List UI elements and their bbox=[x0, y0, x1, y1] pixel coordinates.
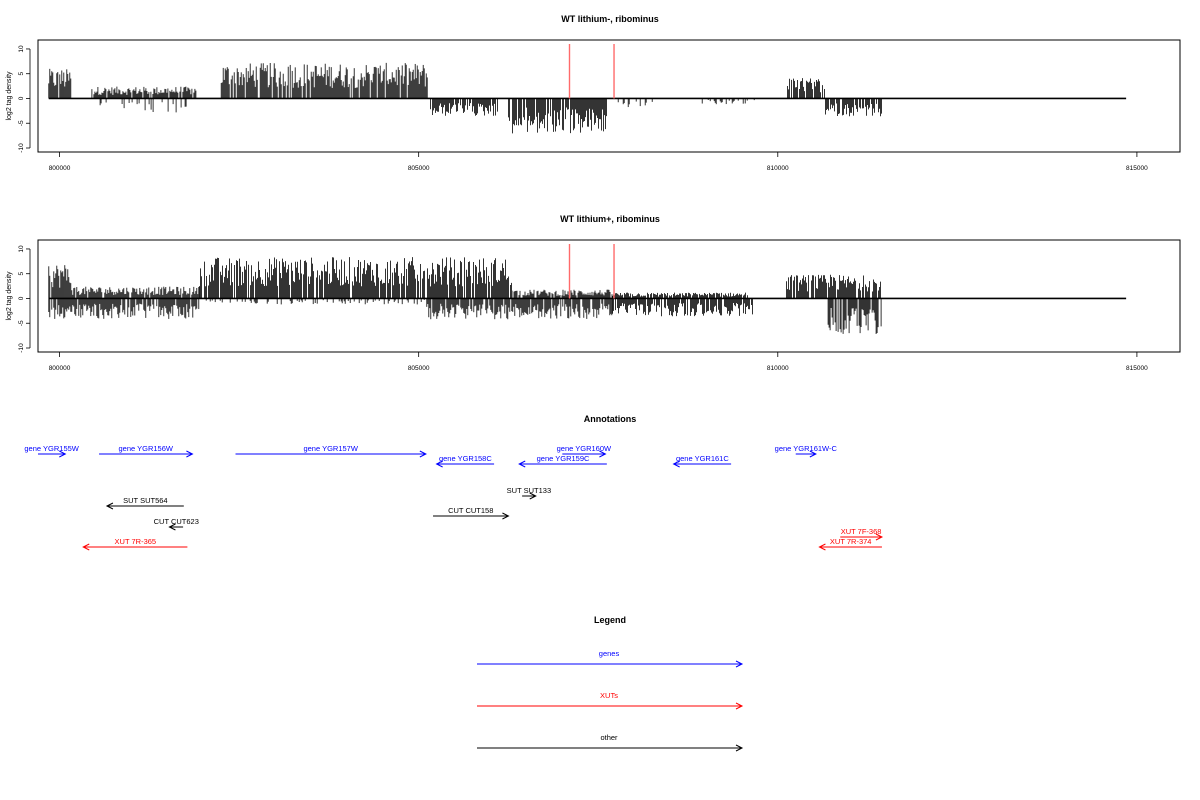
x-tick-label: 810000 bbox=[767, 365, 789, 372]
y-tick-label: 10 bbox=[18, 45, 25, 53]
y-axis: -10 -5 0 5 10 bbox=[18, 245, 31, 353]
track-panel-lithium-plus: WT lithium+, ribominus log2 tag density … bbox=[6, 214, 1181, 372]
annotation-arrow: gene YGR158C bbox=[435, 454, 495, 468]
annotation-label: XUT 7R-374 bbox=[830, 537, 872, 546]
annotation-label: XUT 7R-365 bbox=[115, 537, 157, 546]
annotation-label: XUT 7F-368 bbox=[841, 527, 882, 536]
x-tick-label: 800000 bbox=[49, 165, 71, 172]
minus-strand-region bbox=[426, 298, 613, 320]
y-axis-label: log2 tag density bbox=[6, 271, 13, 321]
plus-strand-region bbox=[612, 292, 748, 299]
plot-frame bbox=[37, 39, 1181, 153]
minus-strand-region bbox=[99, 98, 187, 113]
annotation-arrow: XUT 7R-374 bbox=[818, 537, 882, 551]
annotation-label: gene YGR159C bbox=[537, 454, 590, 463]
x-tick-label: 815000 bbox=[1126, 165, 1148, 172]
x-axis: 800000 805000 810000 815000 bbox=[49, 151, 1148, 172]
plus-strand-region bbox=[91, 86, 197, 99]
y-tick-label: -10 bbox=[18, 343, 25, 353]
y-tick-label: 10 bbox=[18, 245, 25, 253]
annotation-label: CUT CUT158 bbox=[448, 506, 493, 515]
annotation-label: gene YGR161W-C bbox=[775, 444, 838, 453]
annotation-label: CUT CUT623 bbox=[154, 517, 199, 526]
annotation-arrow: gene YGR159C bbox=[518, 454, 607, 468]
annotation-arrow: XUT 7F-368 bbox=[840, 527, 884, 541]
y-tick-label: 5 bbox=[18, 272, 25, 276]
annotation-arrow: gene YGR157W bbox=[235, 444, 427, 458]
plus-strand-region bbox=[48, 68, 72, 99]
annotation-arrow: CUT CUT158 bbox=[433, 506, 510, 520]
coverage-bars bbox=[48, 44, 1127, 134]
annotation-label: gene YGR156W bbox=[118, 444, 173, 453]
plus-strand-region bbox=[48, 265, 72, 299]
y-axis-label: log2 tag density bbox=[6, 71, 13, 121]
minus-strand-region bbox=[612, 298, 753, 317]
minus-strand-region bbox=[48, 298, 200, 319]
legend-label: XUTs bbox=[600, 691, 618, 700]
minus-strand-region bbox=[827, 298, 882, 335]
minus-strand-region bbox=[205, 298, 425, 305]
minus-strand-region bbox=[429, 98, 498, 116]
legend-arrow: other bbox=[477, 733, 744, 752]
y-tick-label: -5 bbox=[18, 120, 25, 126]
annotation-arrow: CUT CUT623 bbox=[154, 517, 199, 531]
annotation-arrow: XUT 7R-365 bbox=[82, 537, 188, 551]
legend: Legend genes XUTs other bbox=[477, 615, 744, 752]
y-tick-label: -5 bbox=[18, 320, 25, 326]
y-axis: -10 -5 0 5 10 bbox=[18, 45, 31, 153]
annotation-arrow: SUT SUT133 bbox=[507, 486, 551, 500]
annotation-label: gene YGR157W bbox=[303, 444, 358, 453]
plus-strand-region bbox=[786, 274, 881, 299]
annotation-features: gene YGR155W gene YGR156W gene YGR157W gene… bbox=[24, 444, 884, 551]
legend-title: Legend bbox=[594, 615, 626, 625]
y-tick-label: -10 bbox=[18, 143, 25, 153]
annotation-label: gene YGR161C bbox=[676, 454, 729, 463]
panel-title: WT lithium+, ribominus bbox=[560, 214, 660, 224]
y-tick-label: 5 bbox=[18, 72, 25, 76]
x-tick-label: 815000 bbox=[1126, 365, 1148, 372]
minus-strand-region bbox=[825, 98, 882, 117]
annotation-label: SUT SUT564 bbox=[123, 496, 167, 505]
annotation-arrow: gene YGR161W-C bbox=[775, 444, 838, 458]
annotation-arrow: gene YGR161C bbox=[672, 454, 732, 468]
legend-arrow: genes bbox=[477, 649, 744, 668]
plus-strand-region bbox=[787, 78, 825, 99]
minus-strand-region bbox=[507, 98, 607, 134]
x-tick-label: 800000 bbox=[49, 365, 71, 372]
annotation-arrow: gene YGR160W bbox=[557, 444, 612, 458]
legend-items: genes XUTs other bbox=[477, 649, 744, 752]
track-panel-lithium-minus: WT lithium-, ribominus log2 tag density … bbox=[6, 14, 1181, 172]
annotations-track: Annotations gene YGR155W gene YGR156W gene… bbox=[24, 414, 884, 551]
annotation-label: gene YGR158C bbox=[439, 454, 492, 463]
annotation-arrow: SUT SUT564 bbox=[105, 496, 184, 510]
y-tick-label: 0 bbox=[18, 296, 25, 300]
y-tick-label: 0 bbox=[18, 96, 25, 100]
plus-strand-region bbox=[71, 286, 200, 299]
annotation-label: gene YGR160W bbox=[557, 444, 612, 453]
plus-strand-region bbox=[511, 289, 613, 299]
x-tick-label: 810000 bbox=[767, 165, 789, 172]
legend-label: other bbox=[600, 733, 618, 742]
annotation-label: SUT SUT133 bbox=[507, 486, 551, 495]
annotation-label: gene YGR155W bbox=[24, 444, 79, 453]
coverage-bars bbox=[48, 244, 1127, 335]
panel-title: WT lithium-, ribominus bbox=[561, 14, 659, 24]
x-tick-label: 805000 bbox=[408, 165, 430, 172]
minus-strand-region bbox=[701, 98, 755, 105]
legend-arrow: XUTs bbox=[477, 691, 744, 710]
x-tick-label: 805000 bbox=[408, 365, 430, 372]
plus-strand-region bbox=[220, 62, 428, 99]
x-axis: 800000 805000 810000 815000 bbox=[49, 351, 1148, 372]
minus-strand-region bbox=[617, 98, 653, 108]
annotation-arrow: gene YGR156W bbox=[99, 444, 194, 458]
legend-label: genes bbox=[599, 649, 620, 658]
annotations-title: Annotations bbox=[584, 414, 637, 424]
annotation-arrow: gene YGR155W bbox=[24, 444, 80, 458]
plus-strand-region bbox=[199, 257, 513, 299]
